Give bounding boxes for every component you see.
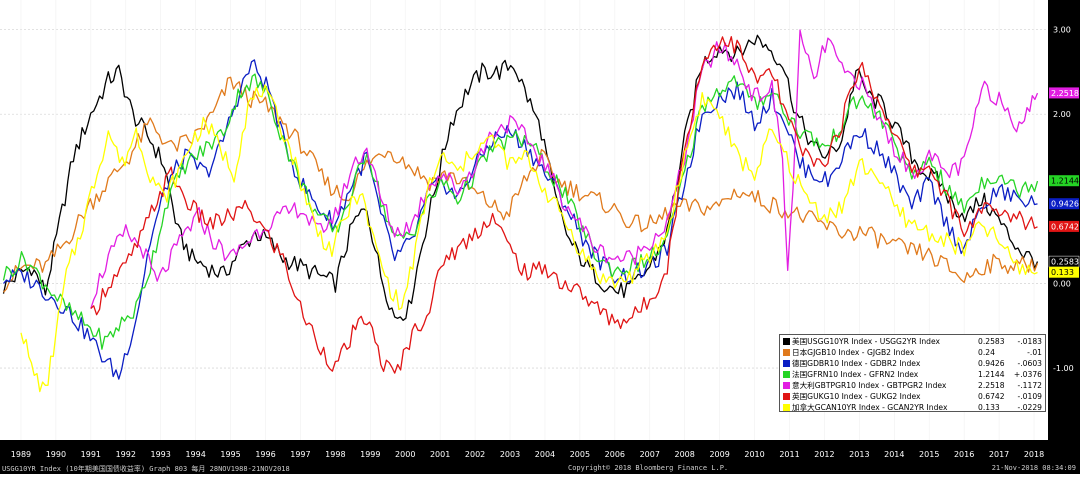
value-tag-bg-3: [1049, 175, 1079, 187]
x-tick-label: 2004: [535, 450, 555, 459]
y-tick-label: -1.00: [1053, 364, 1074, 373]
legend-swatch: [783, 404, 790, 411]
x-tick-label: 1998: [325, 450, 345, 459]
x-tick-label: 1989: [11, 450, 31, 459]
series-line-4: [90, 29, 1039, 309]
legend-last-value: 0.133: [978, 403, 1000, 412]
legend-change-value: -.0229: [1017, 403, 1042, 412]
legend-last-value: 0.6742: [978, 392, 1005, 401]
x-tick-label: 1994: [185, 450, 205, 459]
legend-change-value: -.0183: [1017, 337, 1042, 346]
legend-swatch: [783, 338, 790, 345]
value-tag-label-5: 0.6742: [1051, 222, 1079, 231]
value-tag-label-2: 0.9426: [1051, 200, 1079, 209]
footer-security-info: USGG10YR Index (10年期美国国债收益率) Graph 803 每…: [2, 465, 290, 473]
legend: 美国USGG10YR Index - USGG2YR Index 0.2583 -.…: [779, 334, 1046, 412]
x-tick-label: 2013: [849, 450, 869, 459]
x-tick-label: 2000: [395, 450, 415, 459]
legend-swatch: [783, 382, 790, 389]
y-tick-label: 2.00: [1053, 110, 1071, 119]
footer-timestamp: 21-Nov-2018 08:34:09: [991, 464, 1076, 472]
x-tick-label: 1999: [360, 450, 380, 459]
value-tag-bg-2: [1049, 198, 1079, 210]
legend-series-name: 意大利GBTPGR10 Index - GBTPGR2 Index: [792, 381, 947, 390]
legend-item: 加拿大GCAN10YR Index - GCAN2YR Index 0.133 -.…: [783, 402, 1042, 413]
series-line-5: [90, 36, 1038, 374]
x-tick-label: 2008: [675, 450, 695, 459]
x-axis-panel: [0, 440, 1080, 474]
x-tick-label: 2014: [884, 450, 904, 459]
x-tick-label: 1995: [220, 450, 240, 459]
x-tick-label: 1996: [255, 450, 275, 459]
value-tag-label-0: 0.2583: [1051, 258, 1079, 267]
legend-item: 英国GUKG10 Index - GUKG2 Index 0.6742 -.0109: [783, 391, 1042, 402]
x-tick-label: 2012: [814, 450, 834, 459]
legend-swatch: [783, 393, 790, 400]
legend-series-name: 日本GJGB10 Index - GJGB2 Index: [792, 348, 915, 357]
legend-last-value: 1.2144: [978, 370, 1005, 379]
x-tick-label: 2007: [640, 450, 660, 459]
legend-series-name: 英国GUKG10 Index - GUKG2 Index: [792, 392, 921, 401]
value-tag-label-4: 2.2518: [1051, 89, 1079, 98]
footer-copyright: Copyright© 2018 Bloomberg Finance L.P.: [568, 464, 729, 472]
legend-series-name: 法国GFRN10 Index - GFRN2 Index: [792, 370, 919, 379]
x-tick-label: 2015: [919, 450, 939, 459]
legend-item: 法国GFRN10 Index - GFRN2 Index 1.2144 +.0376: [783, 369, 1042, 380]
y-axis-panel: [1048, 0, 1080, 474]
legend-item: 美国USGG10YR Index - USGG2YR Index 0.2583 -.…: [783, 336, 1042, 347]
x-tick-label: 1991: [81, 450, 101, 459]
y-tick-label: 3.00: [1053, 26, 1071, 35]
legend-change-value: -.1172: [1017, 381, 1042, 390]
series-line-1: [3, 76, 1039, 293]
x-tick-label: 2011: [779, 450, 799, 459]
legend-series-name: 德国GDBR10 Index - GDBR2 Index: [792, 359, 921, 368]
legend-swatch: [783, 349, 790, 356]
x-tick-label: 1990: [46, 450, 66, 459]
value-tag-bg-5: [1049, 220, 1079, 232]
value-tag-label-6: 0.133: [1051, 268, 1074, 277]
legend-item: 德国GDBR10 Index - GDBR2 Index 0.9426 -.0603: [783, 358, 1042, 369]
x-tick-label: 2003: [500, 450, 520, 459]
legend-item: 日本GJGB10 Index - GJGB2 Index 0.24 -.01: [783, 347, 1042, 358]
x-tick-label: 1997: [290, 450, 310, 459]
y-tick-label: 0.00: [1053, 279, 1071, 288]
legend-change-value: +.0376: [1013, 370, 1042, 379]
series-line-3: [2, 73, 1039, 350]
legend-last-value: 0.24: [978, 348, 995, 357]
legend-swatch: [783, 360, 790, 367]
legend-last-value: 2.2518: [978, 381, 1005, 390]
x-tick-label: 1993: [151, 450, 171, 459]
legend-swatch: [783, 371, 790, 378]
legend-item: 意大利GBTPGR10 Index - GBTPGR2 Index 2.2518 -…: [783, 380, 1042, 391]
x-tick-label: 2005: [570, 450, 590, 459]
legend-last-value: 0.2583: [978, 337, 1005, 346]
series-line-6: [20, 84, 1038, 393]
x-tick-label: 1992: [116, 450, 136, 459]
x-tick-label: 2001: [430, 450, 450, 459]
legend-series-name: 美国USGG10YR Index - USGG2YR Index: [792, 337, 941, 346]
legend-change-value: -.0603: [1017, 359, 1042, 368]
value-tag-bg-4: [1049, 87, 1079, 99]
legend-change-value: -.0109: [1017, 392, 1042, 401]
x-tick-label: 2010: [744, 450, 764, 459]
legend-last-value: 0.9426: [978, 359, 1005, 368]
value-tag-label-3: 1.2144: [1051, 177, 1079, 186]
legend-change-value: -.01: [1027, 348, 1042, 357]
x-tick-label: 2006: [605, 450, 625, 459]
x-tick-label: 2017: [989, 450, 1009, 459]
value-tag-bg-6: [1049, 266, 1079, 278]
series-line-2: [3, 59, 1038, 380]
legend-series-name: 加拿大GCAN10YR Index - GCAN2YR Index: [792, 403, 948, 412]
x-tick-label: 2009: [709, 450, 729, 459]
x-tick-label: 2002: [465, 450, 485, 459]
x-tick-label: 2016: [954, 450, 974, 459]
x-tick-label: 2018: [1024, 450, 1044, 459]
